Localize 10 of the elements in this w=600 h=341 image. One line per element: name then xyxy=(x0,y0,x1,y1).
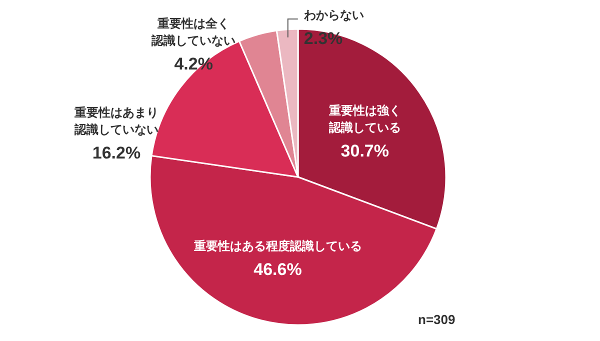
data-label: 30.7% xyxy=(340,142,389,161)
slice-label: 重要性はある程度認識している xyxy=(192,238,362,253)
slice-label: 重要性は強く認識している xyxy=(328,104,401,135)
slice-label: 重要性はあまり認識していない xyxy=(73,106,158,137)
slice-label: 重要性は全く認識していない xyxy=(150,16,236,48)
data-label: 46.6% xyxy=(254,260,302,279)
data-label: 16.2% xyxy=(92,144,141,163)
data-label: 2.3% xyxy=(304,29,343,48)
text: n=309 xyxy=(418,312,456,327)
slice-label: わからない xyxy=(302,8,364,22)
